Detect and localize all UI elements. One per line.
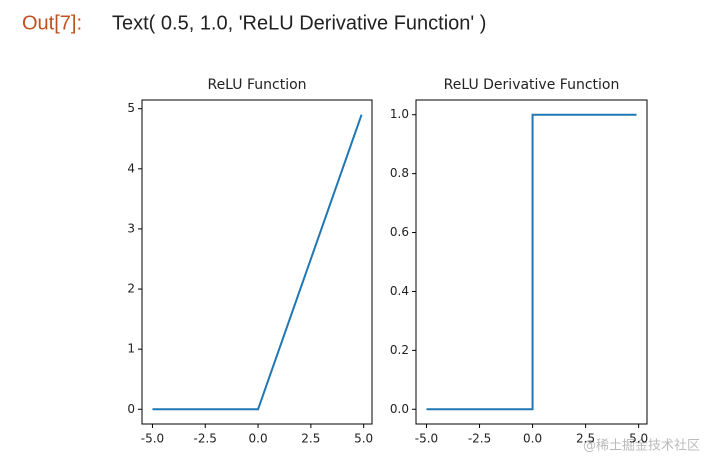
y-tick-label: 0.0 bbox=[390, 402, 409, 416]
y-tick-label: 1 bbox=[127, 342, 135, 356]
y-tick-label: 0.8 bbox=[390, 166, 409, 180]
chart-title: ReLU Derivative Function bbox=[444, 77, 620, 93]
y-tick-label: 2 bbox=[127, 282, 135, 296]
y-tick-label: 0.4 bbox=[390, 284, 409, 298]
y-tick-label: 0.2 bbox=[390, 343, 409, 357]
x-tick-label: 5.0 bbox=[629, 432, 648, 446]
chart-title: ReLU Function bbox=[207, 77, 306, 93]
y-tick-label: 4 bbox=[127, 161, 135, 175]
x-tick-label: 5.0 bbox=[354, 432, 373, 446]
y-tick-label: 0 bbox=[127, 402, 135, 416]
plot-frame bbox=[141, 99, 373, 425]
line bbox=[152, 114, 363, 411]
x-tick-label: 0.0 bbox=[523, 432, 542, 446]
x-tick-label: 0.0 bbox=[249, 432, 268, 446]
x-tick-label: -2.5 bbox=[194, 432, 217, 446]
x-tick-label: -2.5 bbox=[468, 432, 491, 446]
plot-frame bbox=[415, 99, 648, 425]
y-tick-label: 3 bbox=[127, 221, 135, 235]
y-tick-label: 5 bbox=[127, 101, 135, 115]
x-tick-label: -5.0 bbox=[415, 432, 438, 446]
line bbox=[426, 113, 637, 411]
x-tick-label: 2.5 bbox=[576, 432, 595, 446]
y-tick-label: 0.6 bbox=[390, 225, 409, 239]
watermark: @稀土掘金技术社区 bbox=[583, 438, 700, 454]
output-text: Text( 0.5, 1.0, 'ReLU Derivative Functio… bbox=[112, 12, 486, 34]
x-tick-label: 2.5 bbox=[301, 432, 320, 446]
output-prompt: Out[7]: bbox=[22, 12, 82, 34]
y-tick-label: 1.0 bbox=[390, 107, 409, 121]
x-tick-label: -5.0 bbox=[141, 432, 164, 446]
